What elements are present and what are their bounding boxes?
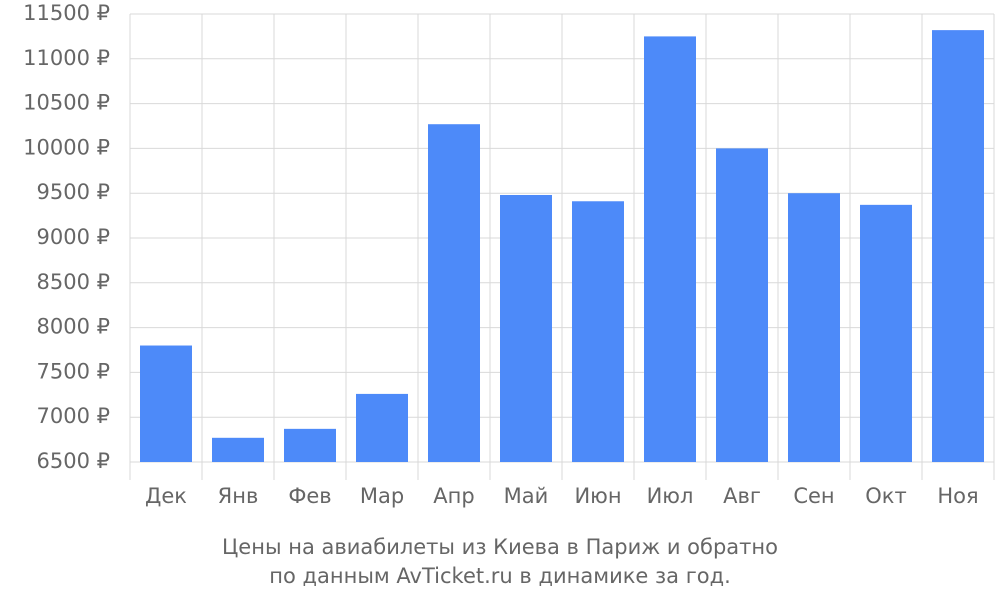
bar (428, 124, 480, 462)
y-tick-label: 10000 ₽ (23, 135, 110, 159)
bar (932, 30, 984, 463)
x-tick-label: Сен (793, 484, 834, 508)
y-tick-label: 11000 ₽ (23, 46, 110, 70)
x-tick-label: Ноя (937, 484, 978, 508)
bar (500, 194, 552, 462)
x-tick-label: Май (504, 484, 549, 508)
bar (644, 36, 696, 463)
y-tick-label: 7000 ₽ (37, 404, 110, 428)
y-tick-label: 8000 ₽ (37, 315, 110, 339)
x-tick-label: Окт (865, 484, 906, 508)
x-tick-label: Апр (433, 484, 474, 508)
bar (788, 193, 840, 462)
x-tick-label: Янв (218, 484, 259, 508)
x-tick-label: Фев (288, 484, 331, 508)
bar (572, 201, 624, 462)
caption-line: по данным AvTicket.ru в динамике за год. (269, 564, 731, 588)
y-tick-label: 8500 ₽ (37, 270, 110, 294)
caption-line: Цены на авиабилеты из Киева в Париж и об… (222, 535, 778, 559)
y-tick-label: 9000 ₽ (37, 225, 110, 249)
y-tick-label: 11500 ₽ (23, 1, 110, 25)
y-tick-label: 9500 ₽ (37, 180, 110, 204)
bar (860, 204, 912, 462)
x-tick-label: Июл (647, 484, 694, 508)
x-tick-label: Авг (723, 484, 761, 508)
y-tick-label: 6500 ₽ (37, 449, 110, 473)
bar (140, 345, 192, 462)
bar (356, 393, 408, 462)
y-tick-label: 7500 ₽ (37, 359, 110, 383)
bar (716, 148, 768, 462)
x-tick-label: Июн (574, 484, 621, 508)
x-tick-label: Мар (360, 484, 404, 508)
x-tick-label: Дек (145, 484, 187, 508)
bar (212, 437, 264, 462)
bar (284, 428, 336, 462)
y-tick-label: 10500 ₽ (23, 91, 110, 115)
